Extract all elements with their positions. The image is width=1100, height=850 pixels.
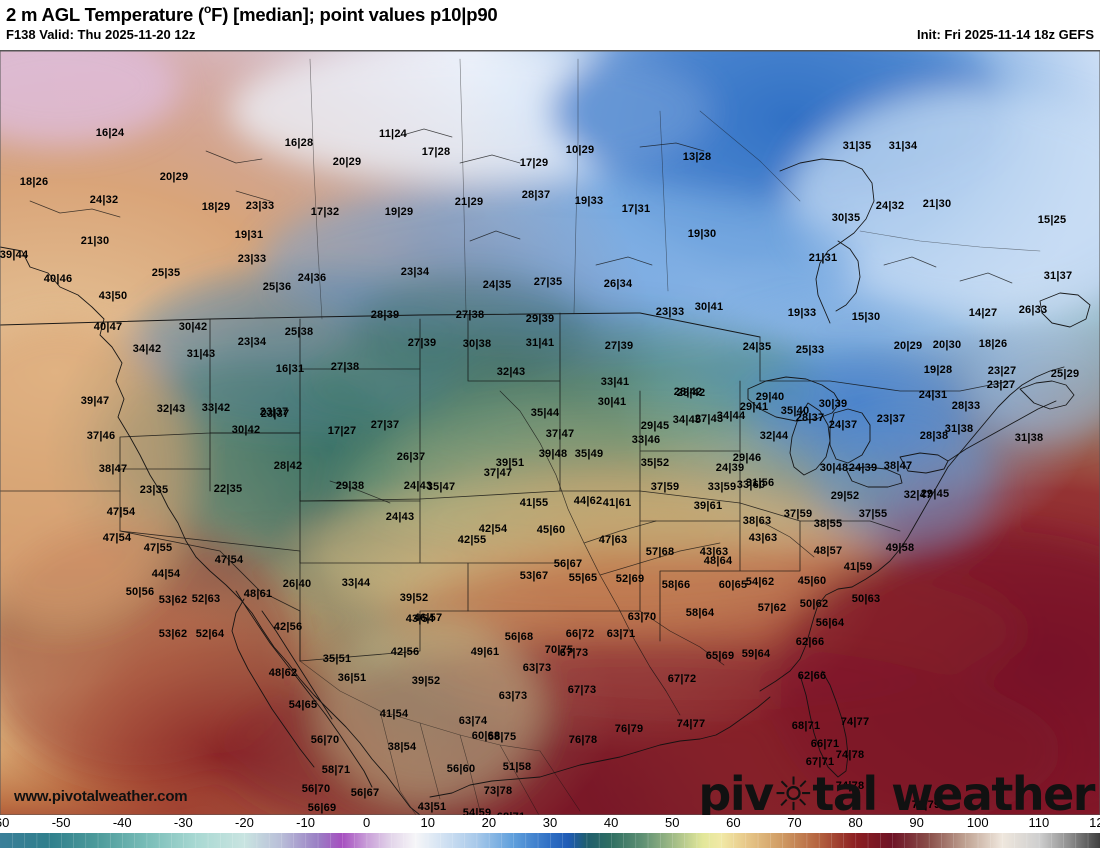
brand-watermark-pre: piv — [698, 767, 774, 815]
page-title-text: 2 m AGL Temperature ( — [6, 4, 204, 25]
geographic-boundaries — [0, 58, 1091, 815]
colorbar-tick-label: -20 — [235, 815, 254, 830]
colorbar-tick-label: 80 — [848, 815, 863, 830]
colorbar-tick-label: -50 — [51, 815, 71, 830]
page-header: 2 m AGL Temperature (oF) [median]; point… — [0, 0, 1100, 50]
colorbar-tick-label: 10 — [420, 815, 435, 830]
valid-time-label: F138 Valid: Thu 2025-11-20 12z — [6, 27, 196, 42]
colorbar-tick-label: -30 — [173, 815, 193, 830]
colorbar-tick-label: 30 — [542, 815, 558, 830]
colorbar-gradient — [0, 833, 1100, 848]
colorbar-tick-label: 100 — [966, 815, 989, 830]
colorbar-tick-label: 50 — [664, 815, 680, 830]
page-title: 2 m AGL Temperature (oF) [median]; point… — [6, 2, 498, 26]
colorbar-tick-label: 70 — [787, 815, 802, 830]
init-time-label: Init: Fri 2025-11-14 18z GEFS — [916, 27, 1094, 42]
colorbar-tick-label: 60 — [726, 815, 741, 830]
brand-watermark-post: tal weather — [812, 767, 1095, 815]
colorbar-tick-label: 110 — [1028, 815, 1050, 830]
colorbar-ticks: -60 -50 -40 -30 -20 -10 0 10 20 30 40 50 60 70 80 90 100… — [0, 815, 1100, 833]
colorbar-tick-label: -40 — [112, 815, 132, 830]
map-canvas[interactable]: 16|24 16|28 11|24 17|28 20|29 17|29 10|29 13|28… — [0, 50, 1100, 815]
colorbar-tick-label: 90 — [909, 815, 924, 830]
colorbar-tick-label: 0 — [363, 815, 371, 830]
degree-symbol: o — [203, 2, 212, 16]
gear-icon: ☼ — [772, 767, 814, 815]
site-url-watermark: www.pivotalweather.com — [14, 788, 188, 805]
page-title-unit: F) [median]; point values p10|p90 — [211, 4, 498, 25]
colorbar-tick-label: 120 — [1089, 815, 1100, 830]
colorbar-tick-label: -60 — [0, 815, 10, 830]
colorbar-tick-label: -10 — [296, 815, 315, 830]
brand-watermark: piv☼tal weather — [698, 767, 1095, 815]
colorbar: -60 -50 -40 -30 -20 -10 0 10 20 30 40 50 60 70 80 90 100… — [0, 815, 1100, 850]
temperature-field — [0, 51, 1100, 815]
colorbar-tick-label: 40 — [603, 815, 619, 830]
colorbar-strip — [0, 833, 1100, 848]
colorbar-tick-label: 20 — [481, 815, 497, 830]
